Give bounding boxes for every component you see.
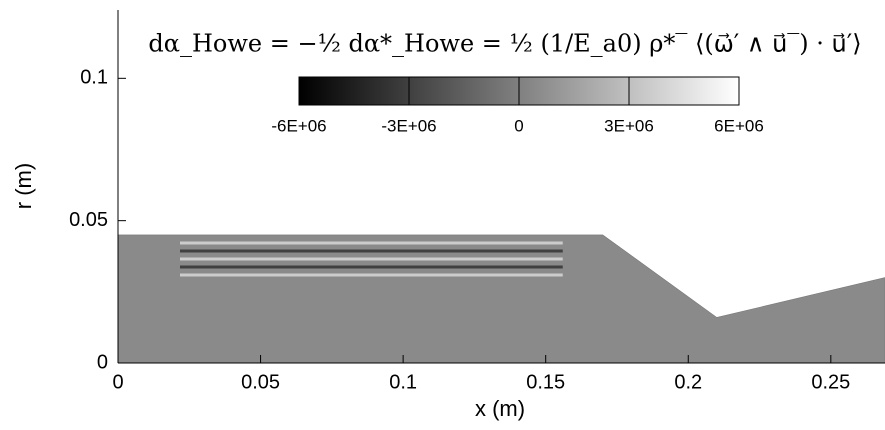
y-tick-label: 0 <box>97 351 108 373</box>
colorbar-tick-label: 6E+06 <box>714 116 764 135</box>
x-axis-label: x (m) <box>475 396 525 421</box>
colorbar-tick-label: -3E+06 <box>381 116 436 135</box>
colorbar-tick-label: 0 <box>514 116 523 135</box>
field-domain <box>117 234 885 364</box>
x-tick-label: 0.05 <box>241 371 280 393</box>
y-tick-label: 0.1 <box>80 67 108 89</box>
x-tick-label: 0.15 <box>526 371 565 393</box>
y-axis-label: r (m) <box>11 163 36 209</box>
colorbar-tick-label: 3E+06 <box>604 116 654 135</box>
x-tick-label: 0.2 <box>674 371 702 393</box>
y-tick-label: 0.05 <box>69 209 108 231</box>
chart-title: dα_Howe = −½ dα*_Howe = ½ (1/E_a0) ρ*‾ ⟨… <box>148 30 861 58</box>
x-tick-label: 0.1 <box>389 371 417 393</box>
x-tick-label: 0 <box>112 371 123 393</box>
colorbar-tick-label: -6E+06 <box>271 116 326 135</box>
x-tick-label: 0.25 <box>811 371 850 393</box>
